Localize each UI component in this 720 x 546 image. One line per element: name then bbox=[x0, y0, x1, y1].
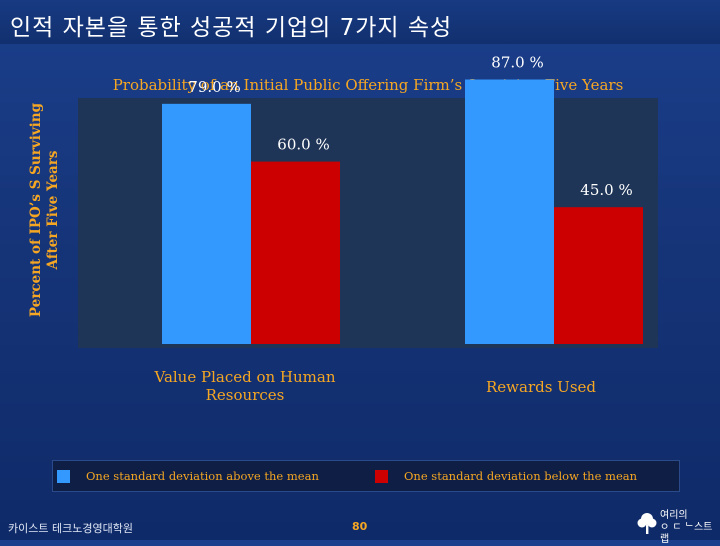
data-label-series0-cat1: 87.0 % bbox=[491, 54, 543, 72]
data-label-series0-cat0: 79.0 % bbox=[188, 78, 240, 96]
legend-label-below: One standard deviation below the mean bbox=[404, 469, 638, 483]
bar-series1-cat1 bbox=[554, 207, 643, 344]
title-bar: 인적 자본을 통한 성공적 기업의 7가지 속성 bbox=[0, 0, 720, 44]
category-label-0: Value Placed on Human Resources bbox=[154, 368, 336, 404]
bar-series1-cat0 bbox=[251, 161, 340, 344]
legend-label-above: One standard deviation above the mean bbox=[86, 469, 319, 483]
tree-logo-icon bbox=[637, 513, 657, 534]
logo-text-line2: ㅇ ㄷ ᄂ스트랩 bbox=[660, 522, 713, 545]
data-label-series1-cat0: 60.0 % bbox=[277, 136, 329, 154]
page-number: 80 bbox=[352, 520, 368, 533]
legend-item-above: One standard deviation above the mean bbox=[57, 469, 319, 483]
slide-title: 인적 자본을 통한 성공적 기업의 7가지 속성 bbox=[10, 15, 453, 41]
logo-text-line1: 여리의 bbox=[660, 510, 688, 521]
bar-series0-cat1 bbox=[465, 79, 554, 345]
legend-item-below: One standard deviation below the mean bbox=[375, 469, 637, 483]
logo: 여리의 ㅇ ㄷ ᄂ스트랩 bbox=[636, 508, 716, 545]
legend: One standard deviation above the mean On… bbox=[52, 460, 680, 492]
logo-text: 여리의 ㅇ ㄷ ᄂ스트랩 bbox=[660, 510, 716, 546]
footer-institution: 카이스트 테크노경영대학원 bbox=[8, 522, 133, 535]
legend-swatch-above bbox=[57, 469, 70, 483]
category-label-1: Rewards Used bbox=[485, 378, 596, 396]
data-label-series1-cat1: 45.0 % bbox=[580, 181, 632, 199]
legend-swatch-below bbox=[375, 469, 388, 483]
bar-series0-cat0 bbox=[162, 103, 251, 344]
